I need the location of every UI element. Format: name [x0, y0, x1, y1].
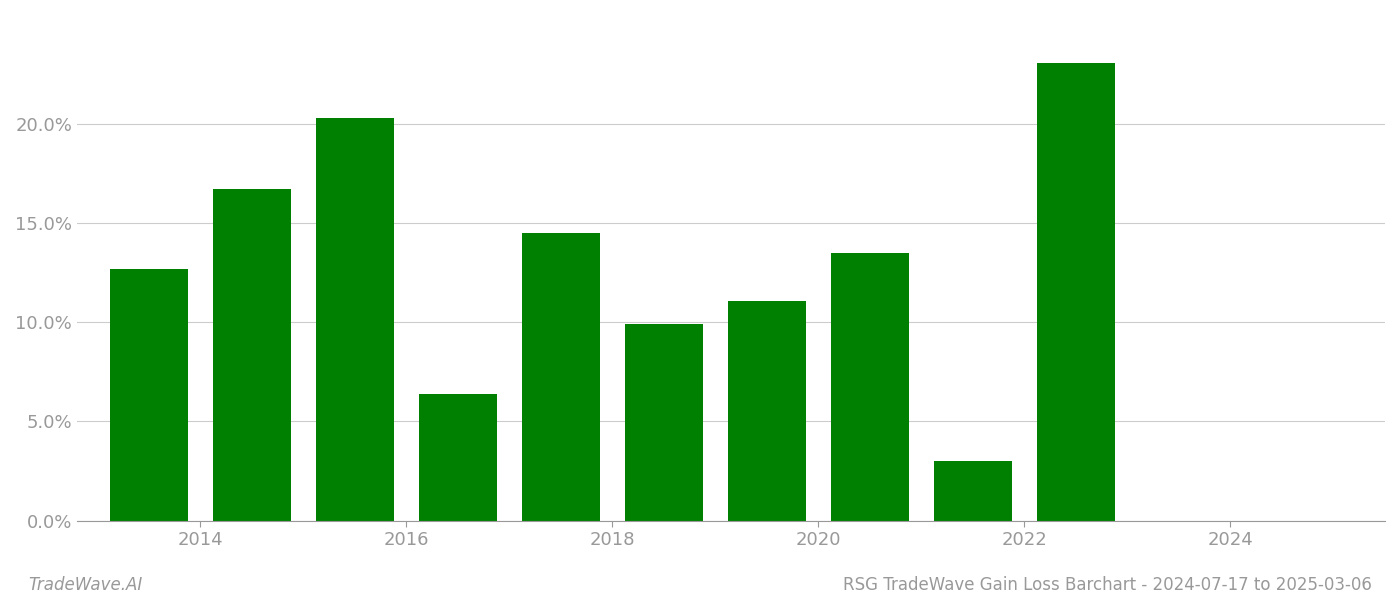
Bar	[316, 118, 393, 521]
Bar	[626, 324, 703, 521]
Bar	[1037, 62, 1114, 521]
Bar	[213, 190, 291, 521]
Bar	[728, 301, 805, 521]
Bar	[832, 253, 909, 521]
Bar	[522, 233, 599, 521]
Bar	[111, 269, 188, 521]
Text: TradeWave.AI: TradeWave.AI	[28, 576, 143, 594]
Text: RSG TradeWave Gain Loss Barchart - 2024-07-17 to 2025-03-06: RSG TradeWave Gain Loss Barchart - 2024-…	[843, 576, 1372, 594]
Bar	[420, 394, 497, 521]
Bar	[934, 461, 1012, 521]
